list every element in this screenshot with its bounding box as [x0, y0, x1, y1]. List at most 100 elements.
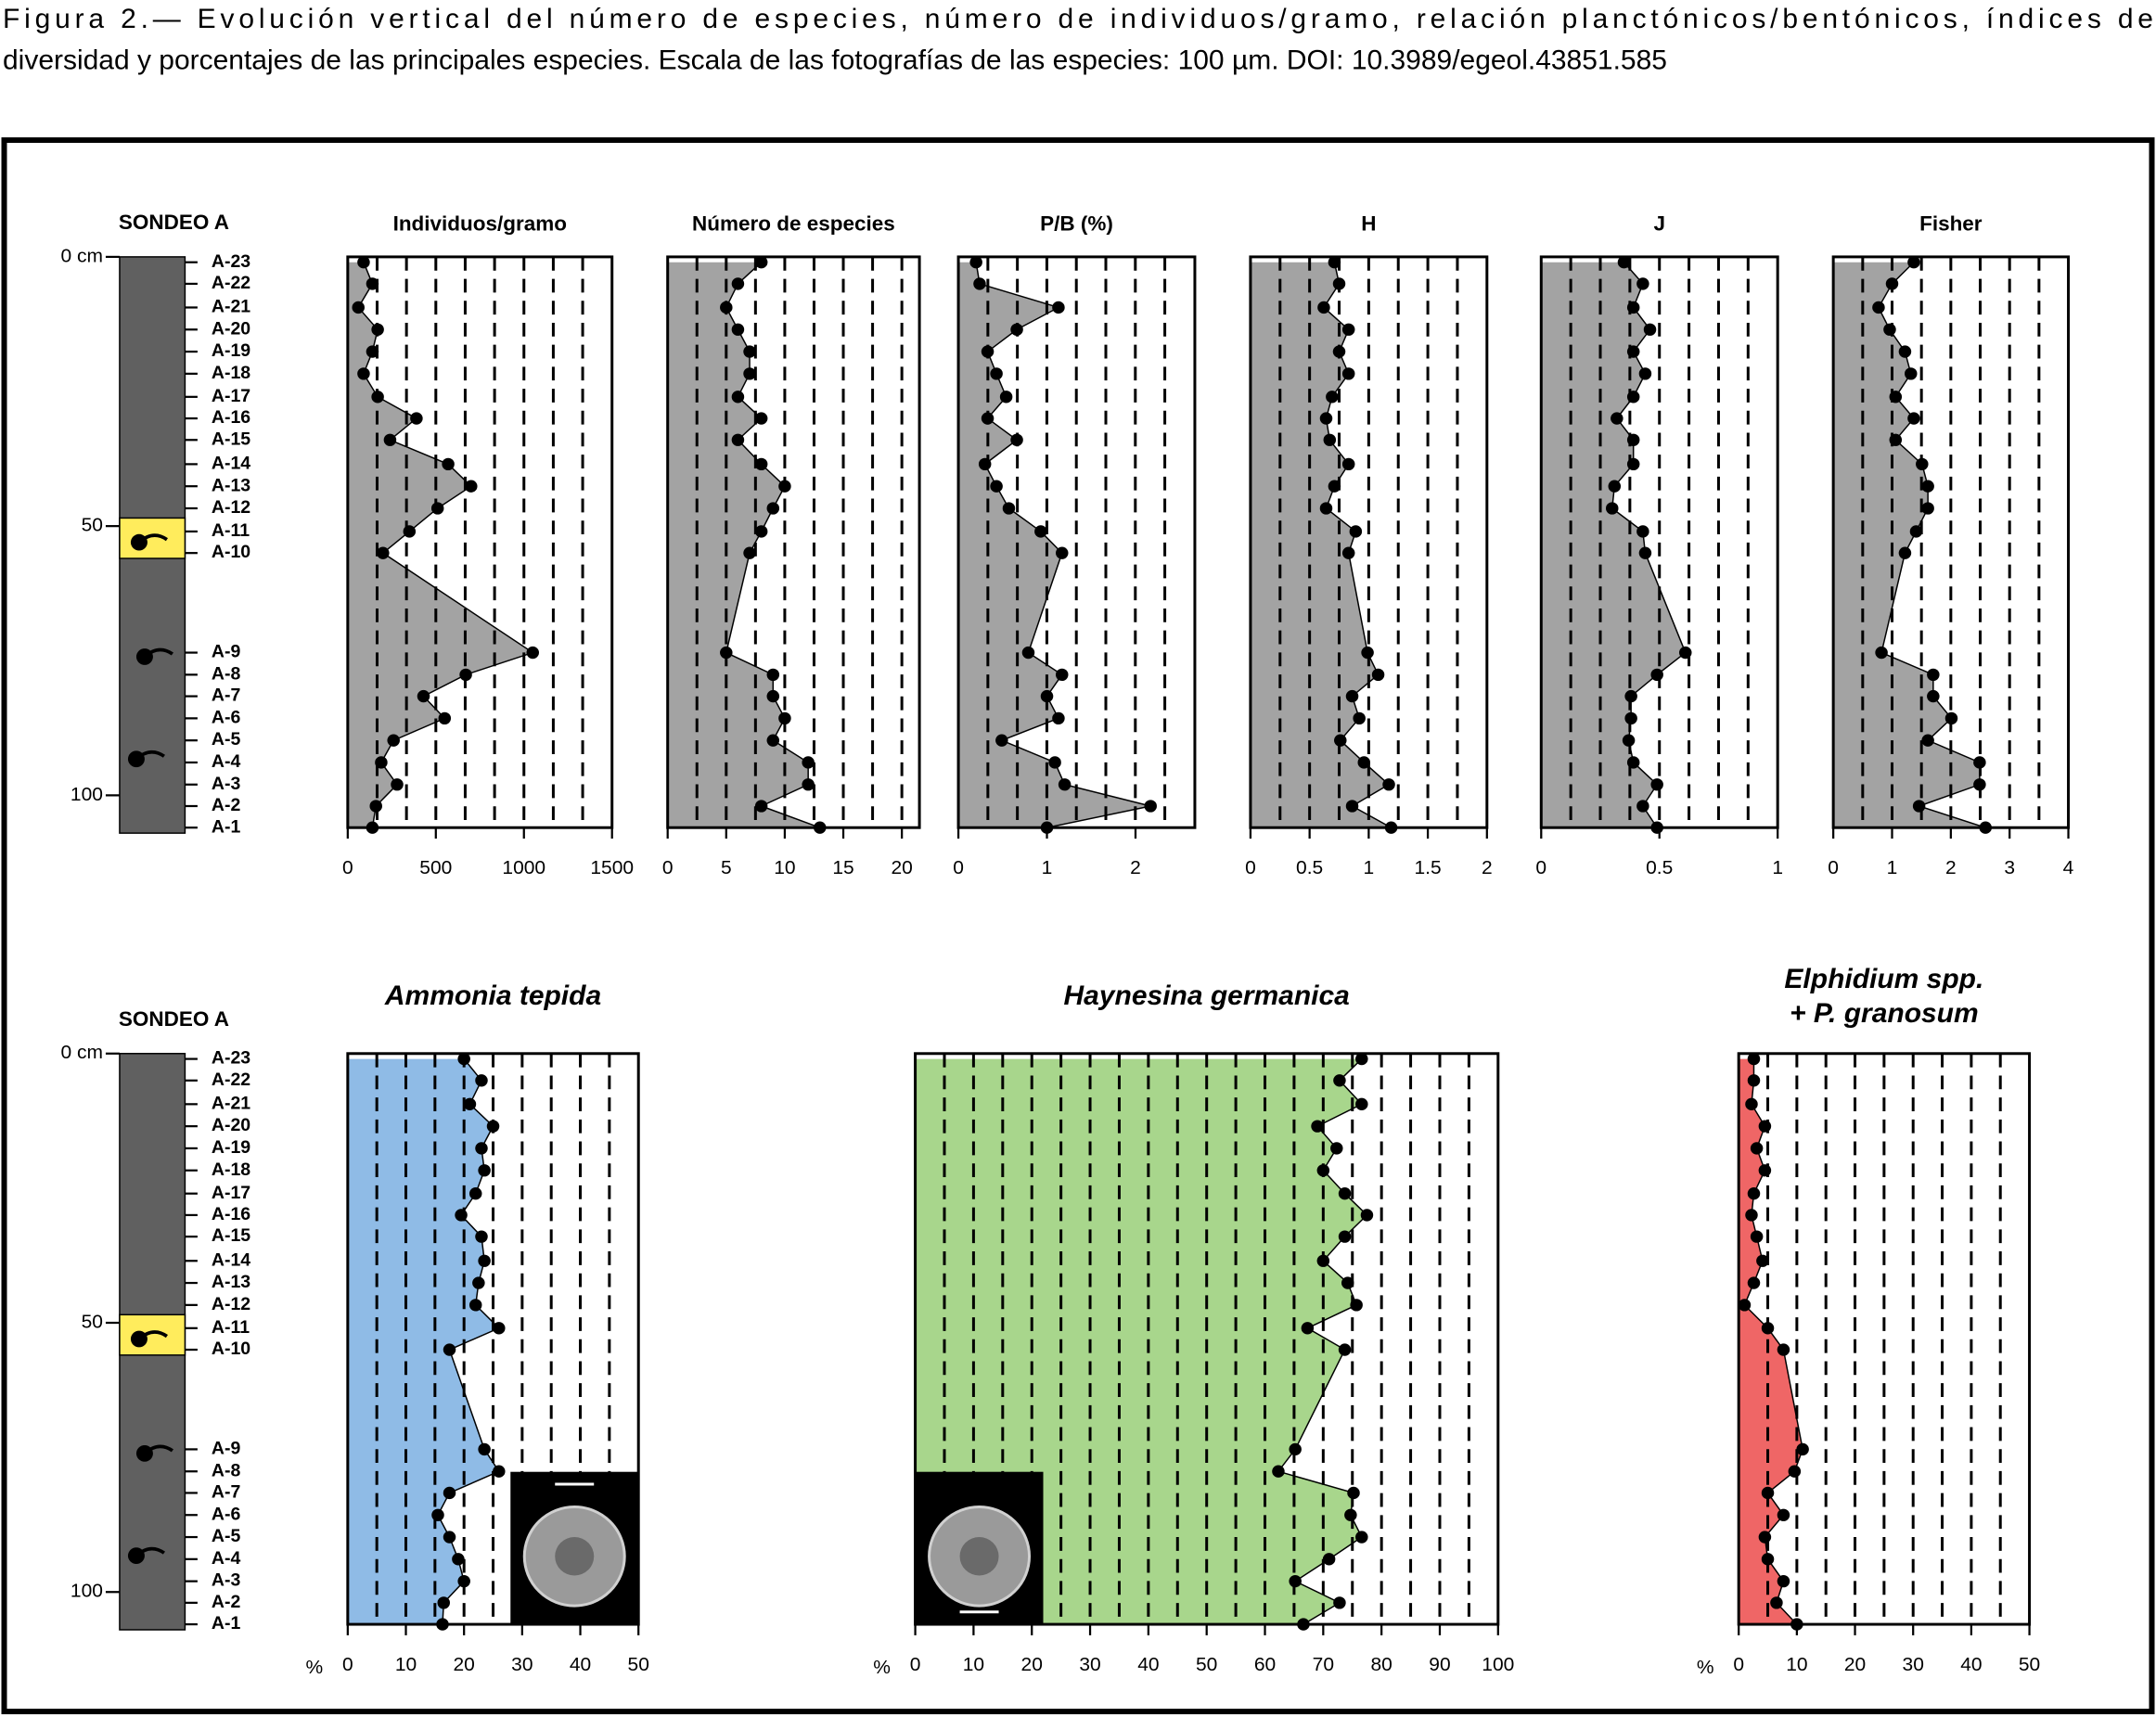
data-point — [403, 525, 417, 538]
sample-label: A-7 — [212, 1482, 240, 1503]
fossil-icon — [143, 1444, 173, 1455]
sample-label: A-1 — [212, 1613, 241, 1634]
data-point — [1344, 1508, 1357, 1521]
data-point — [459, 668, 472, 682]
data-point — [1328, 480, 1341, 493]
panel-title: Ammonia tepida — [384, 980, 601, 1011]
data-point — [1056, 546, 1069, 559]
x-tick-label: 2 — [1482, 857, 1493, 878]
data-point — [1341, 367, 1355, 380]
data-point — [1750, 1230, 1764, 1243]
data-point — [1758, 1164, 1772, 1177]
x-tick-label: 4 — [2063, 857, 2074, 878]
sample-label: A-5 — [212, 1526, 241, 1546]
data-point — [1921, 734, 1934, 747]
sample-label: A-5 — [212, 729, 241, 750]
panel-title: Fisher — [1919, 212, 1983, 236]
sample-label: A-14 — [212, 454, 250, 474]
data-point — [465, 480, 478, 493]
species-photo — [555, 1537, 595, 1576]
x-tick-label: 20 — [454, 1654, 475, 1675]
data-point — [1761, 1553, 1775, 1566]
area-fill — [1739, 1058, 1803, 1625]
data-point — [754, 457, 768, 471]
data-point — [391, 778, 404, 791]
data-point — [1048, 756, 1061, 769]
x-tick-label: 2 — [1130, 857, 1141, 878]
x-tick-label: 0.5 — [1296, 857, 1323, 878]
data-point — [1360, 1209, 1374, 1222]
data-point — [990, 367, 1003, 380]
x-tick-label: 0 — [662, 857, 674, 878]
sample-label: A-23 — [212, 1048, 250, 1069]
x-tick-label: 1 — [1042, 857, 1053, 878]
x-tick-label: 1 — [1887, 857, 1898, 878]
data-point — [1341, 546, 1355, 559]
data-point — [778, 480, 791, 493]
unit-label: % — [1697, 1657, 1714, 1678]
data-point — [1745, 1209, 1758, 1222]
data-point — [1606, 502, 1619, 515]
sample-label: A-22 — [212, 1070, 250, 1090]
x-tick-label: 0 — [342, 1654, 353, 1675]
data-point — [1883, 323, 1896, 336]
data-point — [1384, 821, 1398, 834]
data-point — [369, 800, 382, 813]
sample-label: A-15 — [212, 1225, 250, 1246]
data-point — [1010, 323, 1023, 336]
data-point — [1944, 711, 1958, 725]
area-fill — [347, 1058, 499, 1625]
area-fill — [667, 262, 820, 828]
x-tick-label: 10 — [774, 857, 795, 878]
data-point — [766, 502, 780, 515]
x-tick-label: 90 — [1429, 1654, 1450, 1675]
data-point — [1349, 525, 1363, 538]
fossil-icon — [137, 533, 168, 545]
data-point — [1333, 1596, 1346, 1609]
area-fill — [958, 262, 1151, 828]
y-tick-label: 50 — [82, 515, 103, 536]
x-tick-label: 50 — [2019, 1654, 2040, 1675]
data-point — [366, 821, 379, 834]
x-tick-label: 10 — [1786, 1654, 1807, 1675]
data-point — [430, 502, 444, 515]
data-point — [1638, 546, 1652, 559]
panel-frame — [956, 255, 1197, 829]
data-point — [1788, 1465, 1802, 1478]
data-point — [1796, 1442, 1809, 1456]
data-point — [1636, 277, 1649, 290]
data-point — [463, 1097, 477, 1111]
data-point — [1889, 433, 1903, 446]
x-tick-label: 100 — [1482, 1654, 1514, 1675]
data-point — [1357, 756, 1371, 769]
sample-label: A-13 — [212, 1272, 250, 1292]
data-point — [443, 1343, 456, 1356]
data-point — [731, 433, 745, 446]
data-point — [1333, 1074, 1346, 1087]
x-tick-label: 0 — [953, 857, 964, 878]
data-point — [1353, 711, 1366, 725]
data-point — [1777, 1343, 1790, 1356]
data-point — [754, 256, 768, 269]
sample-label: A-8 — [212, 1460, 241, 1480]
data-point — [486, 1120, 500, 1133]
sample-label: A-17 — [212, 1183, 250, 1203]
core-title: SONDEO A — [119, 1007, 229, 1031]
data-point — [978, 457, 992, 471]
data-point — [981, 345, 995, 358]
x-tick-label: 1000 — [502, 857, 545, 878]
data-point — [1638, 367, 1652, 380]
x-tick-label: 20 — [1844, 1654, 1866, 1675]
data-point — [1056, 668, 1069, 682]
data-point — [1052, 711, 1065, 725]
area-fill — [1250, 262, 1392, 828]
data-point — [1750, 1142, 1764, 1155]
sample-label: A-19 — [212, 340, 250, 361]
sample-label: A-12 — [212, 497, 250, 518]
sample-label: A-20 — [212, 1115, 250, 1135]
x-tick-label: 30 — [511, 1654, 533, 1675]
x-tick-label: 2 — [1945, 857, 1957, 878]
data-point — [1002, 502, 1016, 515]
data-point — [472, 1276, 485, 1289]
data-point — [1289, 1442, 1302, 1456]
